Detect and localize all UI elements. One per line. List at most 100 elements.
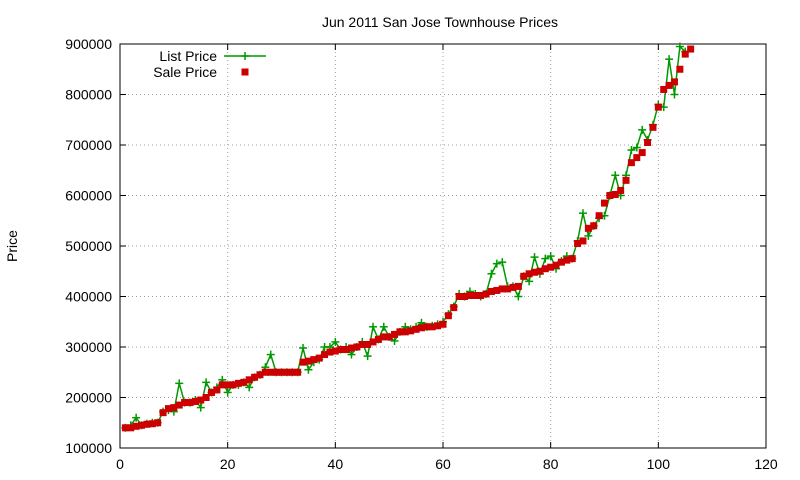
list-price-point <box>369 322 378 331</box>
sale-price-point <box>154 419 162 427</box>
sale-price-point <box>385 333 393 341</box>
list-price-point <box>363 352 372 361</box>
list-price-line <box>125 44 686 429</box>
sale-price-point <box>186 399 194 407</box>
sale-price-point <box>143 420 151 428</box>
sale-price-point <box>627 159 635 167</box>
sale-price-point <box>310 356 318 364</box>
sale-price-point <box>466 291 474 299</box>
sale-price-point <box>132 422 140 430</box>
sale-price-point <box>531 268 539 276</box>
list-price-point <box>132 413 141 422</box>
sale-price-point <box>595 212 603 220</box>
sale-price-point <box>407 327 415 335</box>
sale-price-point <box>617 186 625 194</box>
sale-price-point <box>229 381 237 389</box>
axis-layer: 0 20 40 60 80 100 120 100000 200000 300000 400000 5… <box>65 36 778 472</box>
list-price-point <box>347 350 356 359</box>
chart-title: Jun 2011 San Jose Townhouse Prices <box>322 14 558 30</box>
legend-label-sale-price: Sale Price <box>153 64 217 80</box>
y-tick-label: 900000 <box>65 36 112 52</box>
sale-price-point <box>670 78 678 86</box>
list-price-point <box>331 337 340 346</box>
sale-price-point <box>294 368 302 376</box>
list-price-point <box>487 269 496 278</box>
sale-price-point <box>245 376 253 384</box>
sale-price-point <box>267 368 275 376</box>
sale-price-point <box>450 304 458 312</box>
sale-price-point <box>240 378 248 386</box>
sale-price-point <box>428 323 436 331</box>
list-price-point <box>675 42 684 51</box>
list-price-point <box>202 378 211 387</box>
sale-price-point <box>251 373 259 381</box>
sale-price-point <box>584 224 592 232</box>
sale-price-point <box>482 290 490 298</box>
sale-price-point <box>347 344 355 352</box>
sale-price-point <box>423 323 431 331</box>
sale-price-point <box>304 357 312 365</box>
list-price-point <box>514 292 523 301</box>
sale-price-point <box>315 354 323 362</box>
sale-price-point <box>520 272 528 280</box>
sale-price-point <box>574 239 582 247</box>
sale-price-point <box>622 176 630 184</box>
sale-price-point <box>369 338 377 346</box>
sale-price-point <box>164 405 172 413</box>
sale-price-point <box>665 81 673 89</box>
list-price-point <box>299 344 308 353</box>
y-axis-label: Price <box>4 230 20 262</box>
sale-price-point <box>644 138 652 146</box>
legend: List Price Sale Price <box>153 48 266 80</box>
sale-price-point <box>218 381 226 389</box>
sale-price-point <box>391 330 399 338</box>
sale-price-point <box>498 285 506 293</box>
sale-price-point <box>514 282 522 290</box>
sale-price-point <box>224 381 232 389</box>
sale-price-point <box>191 398 199 406</box>
sale-price-point <box>148 420 156 428</box>
sale-price-point <box>676 65 684 73</box>
sale-price-point <box>175 401 183 409</box>
sale-price-point <box>471 291 479 299</box>
list-price-point <box>266 350 275 359</box>
series-layer <box>121 42 695 432</box>
list-price-point <box>665 55 674 64</box>
y-tick-label: 500000 <box>65 238 112 254</box>
sale-price-point <box>283 368 291 376</box>
y-tick-label: 600000 <box>65 188 112 204</box>
sale-price-point <box>633 154 641 162</box>
sale-price-point <box>493 286 501 294</box>
x-tick-label: 40 <box>328 456 344 472</box>
sale-price-point <box>552 261 560 269</box>
list-price-point <box>379 322 388 331</box>
sale-price-point <box>660 85 668 93</box>
sale-price-point <box>487 287 495 295</box>
list-price-point <box>632 143 641 152</box>
sale-price-point <box>412 325 420 333</box>
sale-price-point <box>278 368 285 376</box>
sale-price-point <box>202 394 210 401</box>
sale-price-point <box>326 348 334 356</box>
sale-price-point <box>331 347 339 355</box>
sale-price-point <box>601 199 608 207</box>
y-tick-label: 700000 <box>65 137 112 153</box>
sale-price-point <box>181 399 189 407</box>
list-price-point <box>670 90 679 99</box>
y-tick-label: 200000 <box>65 390 112 406</box>
sale-price-point <box>547 263 555 271</box>
list-price-point <box>584 231 593 240</box>
sale-price-point <box>401 328 409 336</box>
sale-price-point <box>606 192 614 199</box>
list-price-point <box>627 146 636 155</box>
x-tick-label: 100 <box>647 456 671 472</box>
sale-price-point <box>509 283 517 291</box>
sale-price-point <box>213 386 221 394</box>
list-price-point <box>546 252 555 261</box>
list-price-point <box>245 383 254 392</box>
list-price-point <box>530 253 539 262</box>
list-price-point <box>492 259 501 268</box>
sale-price-point <box>417 324 425 332</box>
